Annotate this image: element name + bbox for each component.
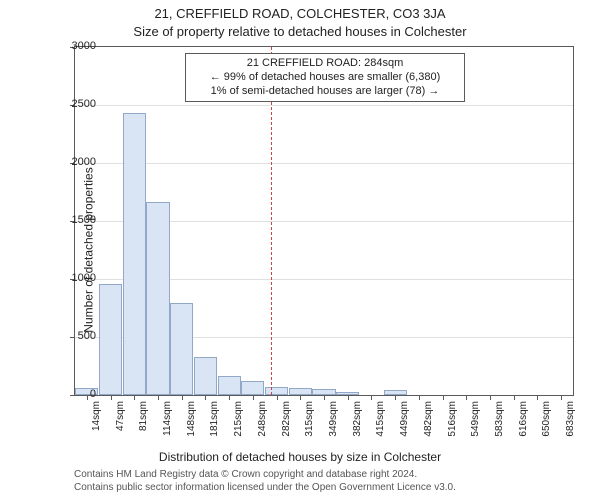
x-tick-label: 683sqm [565,401,576,437]
y-tick-label: 500 [36,330,96,342]
x-axis-title: Distribution of detached houses by size … [0,450,600,464]
chart-title-line2: Size of property relative to detached ho… [0,24,600,39]
x-tick-label: 482sqm [423,401,434,437]
x-tick-mark [537,395,538,400]
x-tick-mark [253,395,254,400]
x-tick-label: 583sqm [494,401,505,437]
gridline [75,105,573,106]
x-tick-mark [419,395,420,400]
x-tick-label: 382sqm [352,401,363,437]
x-tick-mark [277,395,278,400]
y-tick-label: 0 [36,388,96,400]
credits-line2: Contains public sector information licen… [74,482,574,495]
credits: Contains HM Land Registry data © Crown c… [74,469,574,494]
bar [241,381,264,395]
x-tick-label: 248sqm [257,401,268,437]
x-tick-mark [466,395,467,400]
y-tick-label: 1500 [36,214,96,226]
x-tick-label: 415sqm [375,401,386,437]
x-tick-mark [300,395,301,400]
y-tick-label: 2500 [36,98,96,110]
x-tick-mark [324,395,325,400]
x-tick-label: 349sqm [328,401,339,437]
x-tick-mark [158,395,159,400]
x-tick-label: 516sqm [447,401,458,437]
bar [218,376,241,395]
bar [99,284,122,395]
x-tick-label: 215sqm [233,401,244,437]
x-tick-mark [490,395,491,400]
x-tick-label: 650sqm [541,401,552,437]
bar [170,303,193,395]
x-tick-mark [348,395,349,400]
x-tick-mark [514,395,515,400]
x-tick-mark [371,395,372,400]
x-tick-mark [395,395,396,400]
plot-area: 21 CREFFIELD ROAD: 284sqm ← 99% of detac… [74,46,574,396]
bar [123,113,146,395]
x-tick-label: 181sqm [209,401,220,437]
x-tick-mark [229,395,230,400]
x-tick-label: 549sqm [470,401,481,437]
x-tick-mark [443,395,444,400]
credits-line1: Contains HM Land Registry data © Crown c… [74,469,574,482]
chart-title-line1: 21, CREFFIELD ROAD, COLCHESTER, CO3 3JA [0,6,600,21]
x-tick-label: 616sqm [518,401,529,437]
bar [194,357,217,395]
y-tick-label: 2000 [36,156,96,168]
annotation-box: 21 CREFFIELD ROAD: 284sqm ← 99% of detac… [185,53,465,102]
x-tick-mark [111,395,112,400]
x-tick-mark [205,395,206,400]
x-tick-label: 449sqm [399,401,410,437]
x-tick-mark [134,395,135,400]
chart-container: 21, CREFFIELD ROAD, COLCHESTER, CO3 3JA … [0,0,600,500]
x-tick-label: 81sqm [138,401,149,431]
x-tick-label: 148sqm [186,401,197,437]
y-tick-label: 1000 [36,272,96,284]
x-tick-mark [561,395,562,400]
annotation-line1: 21 CREFFIELD ROAD: 284sqm [194,57,456,71]
bar [265,387,288,395]
x-tick-mark [182,395,183,400]
x-tick-label: 282sqm [281,401,292,437]
annotation-line3: 1% of semi-detached houses are larger (7… [194,85,456,99]
x-tick-label: 114sqm [162,401,173,436]
bar [146,202,169,395]
annotation-line2: ← 99% of detached houses are smaller (6,… [194,71,456,85]
x-tick-label: 315sqm [304,401,315,437]
x-tick-label: 47sqm [115,401,126,431]
gridline [75,163,573,164]
x-tick-label: 14sqm [91,401,102,431]
bar [289,388,312,395]
y-tick-label: 3000 [36,40,96,52]
